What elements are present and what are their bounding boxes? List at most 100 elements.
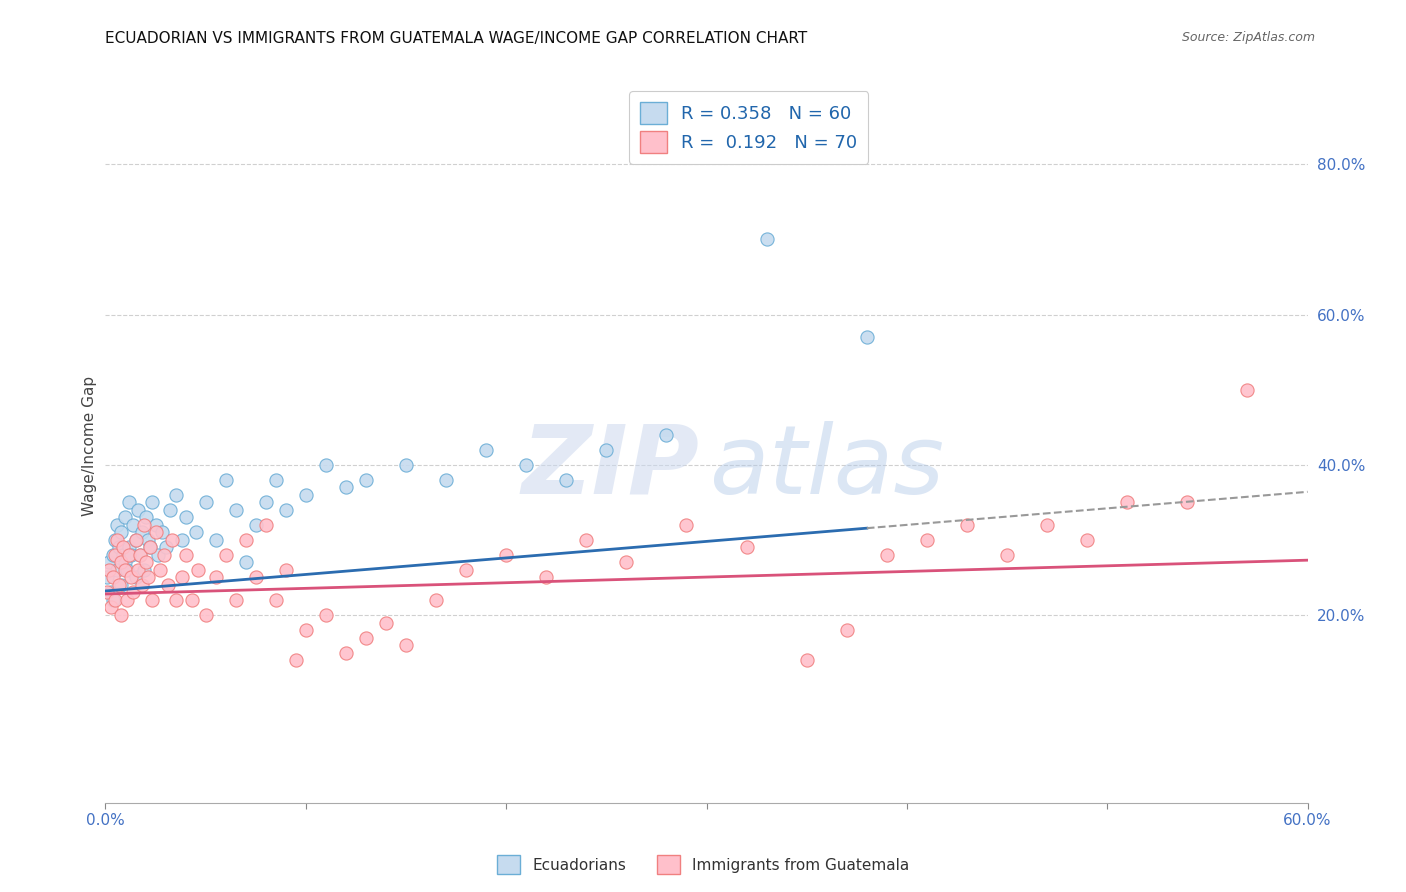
Point [655, 427, 678, 442]
Point [107, 563, 129, 577]
Point [138, 541, 160, 555]
Point [187, 563, 209, 577]
Point [117, 593, 139, 607]
Point [835, 623, 858, 637]
Point [132, 517, 155, 532]
Point [245, 570, 267, 584]
Point [335, 646, 357, 660]
Y-axis label: Wage/Income Gap: Wage/Income Gap [82, 376, 97, 516]
Point [150, 525, 173, 540]
Point [254, 495, 277, 509]
Point [107, 533, 129, 547]
Point [165, 488, 187, 502]
Point [98, 556, 121, 570]
Point [170, 533, 193, 547]
Point [103, 593, 125, 607]
Point [103, 548, 125, 562]
Point [335, 480, 357, 494]
Point [735, 541, 758, 555]
Point [148, 563, 170, 577]
Point [104, 548, 127, 562]
Point [245, 517, 267, 532]
Point [135, 556, 157, 570]
Point [174, 510, 197, 524]
Point [127, 563, 149, 577]
Point [100, 600, 122, 615]
Point [108, 578, 131, 592]
Point [117, 563, 139, 577]
Point [108, 541, 131, 555]
Point [122, 585, 145, 599]
Point [145, 525, 167, 540]
Point [124, 533, 146, 547]
Point [876, 548, 898, 562]
Point [180, 593, 202, 607]
Point [1076, 533, 1098, 547]
Point [96, 570, 118, 584]
Point [128, 548, 150, 562]
Point [214, 473, 236, 487]
Point [135, 510, 157, 524]
Point [114, 510, 136, 524]
Point [1177, 495, 1199, 509]
Point [1236, 383, 1258, 397]
Point [141, 495, 163, 509]
Point [915, 533, 938, 547]
Point [616, 556, 638, 570]
Point [495, 548, 517, 562]
Point [136, 570, 159, 584]
Legend: Ecuadorians, Immigrants from Guatemala: Ecuadorians, Immigrants from Guatemala [491, 849, 915, 880]
Point [194, 495, 217, 509]
Point [107, 517, 129, 532]
Point [425, 593, 447, 607]
Point [225, 593, 247, 607]
Point [204, 570, 226, 584]
Point [475, 442, 498, 457]
Point [274, 563, 297, 577]
Point [110, 525, 132, 540]
Point [995, 548, 1018, 562]
Point [124, 533, 146, 547]
Point [98, 563, 121, 577]
Point [454, 563, 477, 577]
Point [534, 570, 557, 584]
Point [96, 585, 118, 599]
Point [128, 548, 150, 562]
Point [295, 623, 318, 637]
Point [112, 541, 135, 555]
Point [225, 503, 247, 517]
Point [156, 578, 179, 592]
Point [110, 607, 132, 622]
Point [1036, 517, 1059, 532]
Point [118, 548, 141, 562]
Point [595, 442, 617, 457]
Point [118, 495, 141, 509]
Point [127, 503, 149, 517]
Point [170, 570, 193, 584]
Point [235, 533, 257, 547]
Point [131, 578, 153, 592]
Point [100, 585, 122, 599]
Point [264, 593, 287, 607]
Point [274, 503, 297, 517]
Point [284, 653, 307, 667]
Point [395, 458, 418, 472]
Point [112, 548, 135, 562]
Point [165, 593, 187, 607]
Point [755, 232, 778, 246]
Legend: R = 0.358   N = 60, R =  0.192   N = 70: R = 0.358 N = 60, R = 0.192 N = 70 [628, 91, 869, 164]
Point [1116, 495, 1139, 509]
Point [141, 593, 163, 607]
Point [395, 638, 418, 652]
Point [118, 541, 141, 555]
Point [146, 548, 169, 562]
Text: ZIP: ZIP [522, 421, 699, 514]
Point [110, 578, 132, 592]
Point [103, 570, 125, 584]
Point [114, 556, 136, 570]
Point [136, 533, 159, 547]
Point [160, 533, 183, 547]
Point [374, 615, 398, 630]
Text: ECUADORIAN VS IMMIGRANTS FROM GUATEMALA WAGE/INCOME GAP CORRELATION CHART: ECUADORIAN VS IMMIGRANTS FROM GUATEMALA … [105, 31, 807, 46]
Point [114, 563, 136, 577]
